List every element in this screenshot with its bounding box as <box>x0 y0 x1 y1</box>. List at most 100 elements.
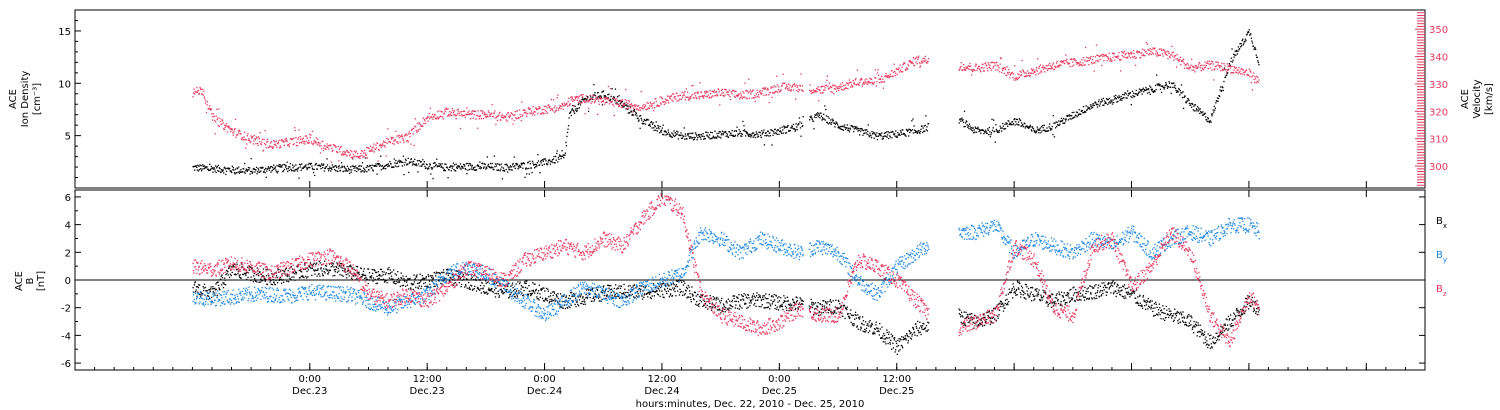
density-point <box>748 133 750 135</box>
density-point <box>408 162 410 164</box>
Bx-point <box>365 279 368 281</box>
density-point <box>1017 121 1020 123</box>
density-point <box>921 125 923 127</box>
density-point <box>482 167 485 169</box>
density-point <box>693 136 695 139</box>
Bx-point <box>647 296 649 298</box>
Bx-point <box>295 271 298 274</box>
velocity-point <box>883 81 886 83</box>
velocity-point <box>380 144 382 146</box>
density-point <box>206 166 208 168</box>
Bx-point <box>368 268 370 270</box>
Bx-point <box>445 273 447 275</box>
density-point <box>1035 130 1037 132</box>
velocity-point <box>846 82 848 85</box>
density-point <box>653 127 655 129</box>
b-axis-label: B <box>25 277 36 284</box>
velocity-point <box>484 112 486 114</box>
velocity-point <box>729 96 731 98</box>
density-point <box>494 166 496 168</box>
velocity-point <box>894 70 896 73</box>
density-point <box>717 135 719 137</box>
density-point <box>425 167 427 169</box>
density-point <box>1214 109 1216 111</box>
velocity-point <box>543 105 545 108</box>
Bx-point <box>514 296 516 298</box>
density-point <box>985 131 987 133</box>
velocity-point <box>1055 66 1057 68</box>
Bx-point <box>585 297 587 299</box>
Bx-point <box>365 277 367 279</box>
velocity-point <box>1114 59 1116 61</box>
density-point <box>1076 111 1079 114</box>
velocity-point <box>320 145 322 147</box>
density-point <box>328 170 330 172</box>
velocity-point <box>578 101 580 103</box>
Bx-point <box>331 262 333 264</box>
density-point <box>765 131 767 134</box>
velocity-point <box>1107 56 1109 58</box>
Bx-point <box>334 274 336 277</box>
density-point <box>1019 119 1022 122</box>
density-point <box>958 122 960 124</box>
velocity-point <box>398 134 400 136</box>
density-point <box>676 130 678 132</box>
density-point <box>1045 130 1047 132</box>
velocity-point <box>1077 61 1079 64</box>
Bx-point <box>444 278 446 280</box>
velocity-point <box>451 114 453 117</box>
velocity-point <box>830 91 832 93</box>
density-point <box>827 123 830 125</box>
density-point <box>1240 43 1242 45</box>
Bx-point <box>385 280 387 282</box>
Bx-point <box>354 272 356 275</box>
velocity-point <box>1205 66 1207 68</box>
Bx-point <box>401 279 404 281</box>
density-point <box>284 166 287 168</box>
Bx-point <box>369 276 372 279</box>
density-point <box>856 128 859 130</box>
Bx-point <box>483 285 485 287</box>
Bx-point <box>333 266 335 268</box>
velocity-point <box>1208 63 1210 65</box>
Bx-point <box>453 282 455 285</box>
Bx-point <box>208 298 210 300</box>
velocity-point <box>899 64 901 66</box>
velocity-point <box>552 110 554 112</box>
Bx-point <box>440 282 442 285</box>
velocity-point <box>725 89 727 91</box>
b-tick-label: 0 <box>65 276 71 287</box>
velocity-point <box>413 127 415 129</box>
density-point <box>721 132 723 134</box>
density-point <box>272 166 274 169</box>
velocity-point <box>770 87 772 89</box>
density-point <box>1167 86 1170 88</box>
velocity-point <box>463 110 465 112</box>
Bx-point <box>427 275 430 278</box>
velocity-point <box>210 108 212 110</box>
density-point <box>1200 110 1202 113</box>
density-point <box>744 130 746 133</box>
density-point <box>1178 88 1180 91</box>
Bx-point <box>571 295 573 298</box>
Bx-point <box>231 271 233 274</box>
velocity-point <box>1000 57 1002 59</box>
velocity-tick-label: 320 <box>1429 107 1448 118</box>
density-point <box>671 136 674 138</box>
density-point <box>836 122 838 124</box>
density-point <box>268 167 270 169</box>
velocity-point <box>816 91 818 93</box>
density-point <box>692 139 695 141</box>
density-point <box>633 110 635 112</box>
velocity-point <box>264 130 266 132</box>
Bx-point <box>334 271 336 273</box>
density-point <box>658 132 661 134</box>
Bx-point <box>384 280 386 282</box>
density-point <box>640 117 642 120</box>
density-point <box>288 166 290 168</box>
density-point <box>561 155 563 158</box>
velocity-point <box>776 84 778 86</box>
velocity-point <box>901 66 903 68</box>
Bx-point <box>520 285 523 287</box>
Bx-point <box>321 270 323 272</box>
